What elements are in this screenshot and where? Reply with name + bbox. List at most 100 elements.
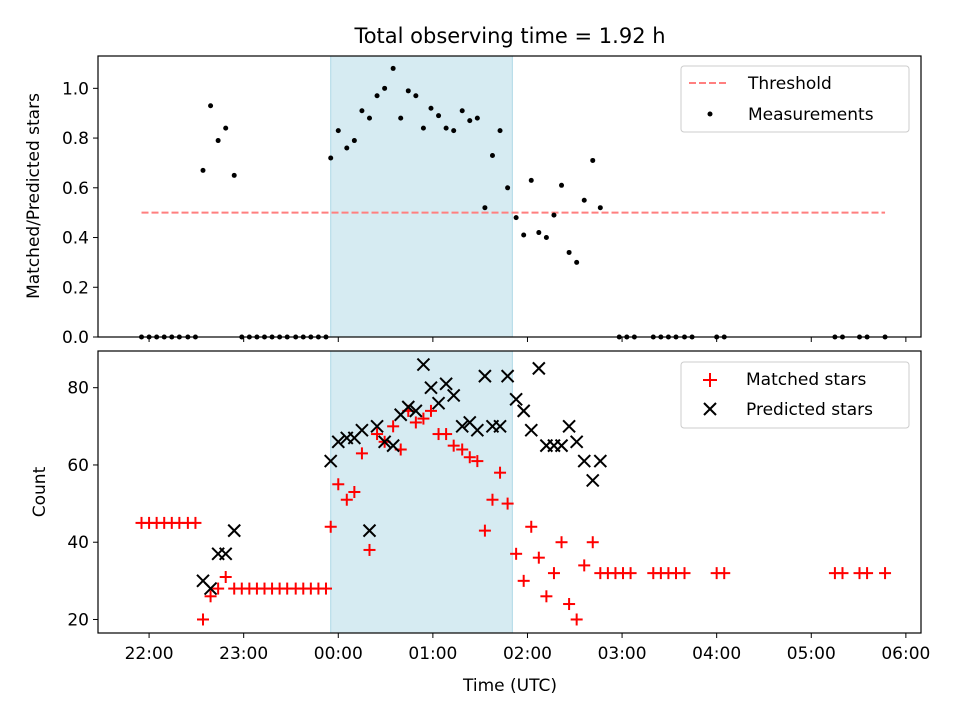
bottom-ytick-labels: 20 40 60 80 [67, 379, 98, 630]
measurement-point [451, 128, 457, 134]
measurement-point [513, 215, 519, 221]
measurement-point [590, 157, 596, 163]
matched-star-point [570, 613, 583, 626]
top-axes-frame [97, 55, 922, 338]
matched-star-point [340, 493, 353, 506]
matched-star-point [678, 567, 691, 580]
matched-star-point [836, 567, 849, 580]
measurement-point [467, 118, 473, 124]
measurement-point [413, 93, 419, 99]
legend-matched-label: Matched stars [746, 370, 866, 390]
bottom-legend: Matched stars Predicted stars [680, 361, 910, 429]
x-tick-label: 05:00 [787, 644, 836, 664]
x-tick-label: 02:00 [503, 644, 552, 664]
legend-threshold-label: Threshold [747, 74, 832, 94]
y-tick-label: 0.4 [62, 229, 89, 249]
predicted-star-point [500, 369, 515, 383]
predicted-star-point [203, 581, 218, 596]
matched-star-point [861, 567, 874, 580]
matched-star-point [204, 590, 217, 603]
matched-star-point [540, 590, 553, 603]
measurement-point [374, 93, 380, 99]
measurement-point [581, 197, 587, 203]
measurement-point [551, 212, 557, 218]
top-legend: Threshold Measurements [680, 65, 910, 133]
measurement-point [482, 205, 488, 211]
bottom-ylabel: Count [30, 466, 50, 517]
y-tick-label: 80 [67, 379, 89, 399]
predicted-star-point [424, 380, 438, 395]
measurement-point [382, 85, 388, 91]
legend-predicted-swatch [703, 402, 717, 416]
x-tick-label: 22:00 [125, 644, 174, 664]
y-tick-label: 0.8 [62, 129, 89, 149]
predicted-star-point [470, 423, 485, 437]
matched-star-point [319, 582, 332, 595]
matched-star-point [440, 428, 453, 441]
matched-star-point [517, 574, 530, 587]
predicted-stars-points [196, 357, 608, 596]
legend-measurements-swatch [707, 111, 713, 117]
matched-star-point [409, 416, 422, 429]
y-tick-label: 0.0 [62, 328, 89, 348]
matched-star-point [501, 497, 514, 510]
bottom-shaded-span [330, 350, 513, 634]
predicted-star-point [516, 404, 531, 418]
matched-star-point [355, 447, 368, 460]
predicted-star-point [554, 438, 569, 453]
y-tick-label: 0.6 [62, 179, 89, 199]
measurement-point [215, 138, 221, 144]
predicted-star-point [218, 547, 233, 561]
measurement-point [200, 167, 206, 173]
predicted-star-point [362, 523, 377, 538]
predicted-star-point [370, 419, 384, 434]
measurement-point [436, 113, 442, 119]
measurement-point [335, 128, 341, 134]
matched-star-point [718, 567, 731, 580]
matched-star-point [456, 443, 469, 456]
y-tick-label: 1.0 [62, 79, 89, 99]
measurement-point [536, 230, 542, 236]
matched-star-point [471, 455, 484, 468]
matched-star-point [494, 466, 507, 479]
x-tick-label: 04:00 [692, 644, 741, 664]
bottom-axes-frame [97, 350, 922, 634]
y-tick-label: 20 [67, 610, 89, 630]
measurement-point [344, 145, 350, 151]
matched-star-point [478, 524, 491, 537]
matched-star-point [624, 567, 637, 580]
matched-star-point [197, 613, 210, 626]
measurement-point [559, 182, 565, 188]
matched-star-point [486, 493, 499, 506]
measurement-point [359, 108, 365, 114]
matched-star-point [324, 520, 337, 533]
predicted-star-point [377, 435, 392, 449]
measurement-point [528, 177, 534, 183]
matched-star-point [532, 551, 545, 564]
matched-star-point [510, 547, 523, 560]
matched-star-point [417, 412, 430, 425]
predicted-star-point [593, 454, 608, 468]
matched-star-point [219, 570, 232, 583]
measurement-point [405, 88, 411, 94]
top-legend-box [680, 65, 910, 133]
matched-star-point [189, 516, 202, 529]
predicted-star-point [509, 392, 523, 406]
predicted-star-point [227, 523, 241, 538]
predicted-star-point [355, 423, 369, 437]
predicted-star-point [455, 419, 469, 434]
predicted-star-point [532, 361, 546, 376]
bottom-xticks: 22:00 23:00 00:00 01:00 02:00 03:00 04:00 05:00… [125, 633, 930, 664]
measurement-point [597, 205, 603, 211]
matched-star-point [424, 404, 437, 417]
x-tick-label: 06:00 [881, 644, 930, 664]
predicted-star-point [409, 404, 423, 418]
matched-star-point [547, 567, 560, 580]
measurement-point [489, 152, 495, 158]
chart-title: Total observing time = 1.92 h [353, 24, 665, 48]
predicted-star-point [493, 419, 507, 434]
matched-star-point [463, 451, 476, 464]
matched-star-point [555, 536, 568, 549]
y-tick-label: 0.2 [62, 278, 89, 298]
matched-star-point [578, 559, 591, 572]
